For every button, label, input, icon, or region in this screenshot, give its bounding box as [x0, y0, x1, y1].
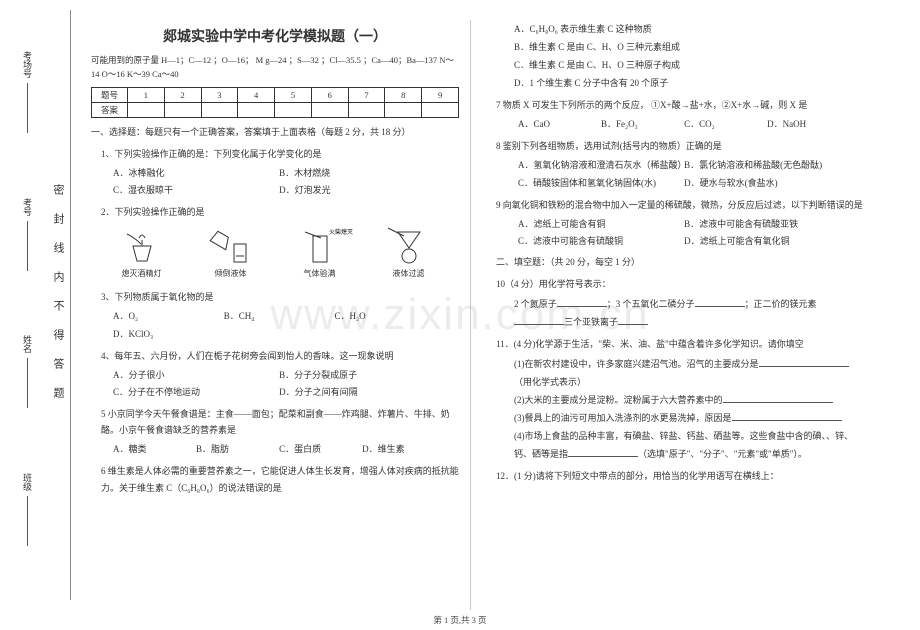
column-divider: [470, 20, 471, 610]
q10-stem: 10（4 分）用化学符号表示：: [496, 276, 864, 292]
q4-opt-c: C．分子在不停地运动: [113, 384, 279, 401]
atomic-masses: 可能用到的原子量 H—1；C—12 ；O—16； M g—24 ；S—32 ；C…: [91, 54, 459, 81]
section-one-heading: 一、选择题：每题只有一个正确答案，答案填于上面表格（每题 2 分，共 18 分）: [91, 126, 459, 140]
q2-fig-a: 熄灭酒精灯: [102, 226, 182, 284]
q6-opt-a: A．C₆H₈O₆ 表示维生素 C 这种物质: [514, 20, 864, 38]
q5-opt-a: A．糖类: [113, 441, 196, 458]
q7-opt-c: C．CO₂: [684, 116, 767, 133]
answer-grid-blank: 答案: [92, 103, 459, 118]
q11-sub1: (1)在新农村建设中，许多家庭兴建沼气池。沼气的主要成分是（用化学式表示）: [514, 355, 864, 391]
side-label-name: 姓名: [21, 335, 34, 411]
q1-opt-d: D．灯泡发光: [279, 182, 445, 199]
q4-opt-a: A．分子很小: [113, 367, 279, 384]
q3-stem: 3、下列物质属于氧化物的是: [101, 289, 459, 305]
column-left: 郯城实验中学中考化学模拟题（一） 可能用到的原子量 H—1；C—12 ；O—16…: [85, 20, 465, 595]
q9-opt-b: B．滤液中可能含有硫酸亚铁: [684, 216, 850, 233]
q1-opt-a: A．冰棒融化: [113, 165, 279, 182]
q11-sub4: (4)市场上食盐的品种丰富，有碘盐、锌盐、钙盐、硒盐等。这些食盐中含的碘、、锌、…: [514, 427, 864, 463]
q5-opt-b: B．脂肪: [196, 441, 279, 458]
q5-opts: A．糖类 B．脂肪 C．蛋白质 D．维生素: [113, 441, 459, 458]
q8-opts: A．氢氧化钠溶液和澄清石灰水（稀盐酸） B．氯化钠溶液和稀盐酸(无色酚酞) C．…: [518, 157, 864, 191]
pour-liquid-icon: [196, 226, 266, 266]
q1-opt-c: C．湿衣服晾干: [113, 182, 279, 199]
q11-stem: 11．(4 分)化学源于生活，"柴、米、油、盐"中蕴含着许多化学知识。请你填空: [496, 336, 864, 352]
q8-opt-d: D．硬水与软水(食盐水): [684, 175, 850, 192]
q2-figures: 熄灭酒精灯 倾倒液体 火柴熄灭 气体验满 液体过滤: [97, 226, 453, 284]
column-right: A．C₆H₈O₆ 表示维生素 C 这种物质 B．维生素 C 是由 C、H、O 三…: [490, 20, 870, 595]
q1-opt-b: B．木材燃烧: [279, 165, 445, 182]
q7-opt-b: B．Fe₂O₃: [601, 116, 684, 133]
answer-grid-head: 题号 123 456 789: [92, 88, 459, 103]
q8-opt-a: A．氢氧化钠溶液和澄清石灰水（稀盐酸）: [518, 157, 684, 174]
filter-icon: [374, 226, 444, 266]
q3-opt-a: A．O₂: [113, 308, 224, 325]
q6-stem: 6 维生素是人体必需的重要营养素之一，它能促进人体生长发育，增强人体对疾病的抵抗…: [101, 463, 459, 495]
q9-opt-d: D．滤纸上可能含有氧化铜: [684, 233, 850, 250]
q4-opt-b: B．分子分裂成原子: [279, 367, 445, 384]
q7-stem: 7 物质 X 可发生下列所示的两个反应， ①X+酸→盐+水，②X+水→碱，则 X…: [496, 97, 864, 113]
q1-opts: A．冰棒融化 B．木材燃烧 C．湿衣服晾干 D．灯泡发光: [113, 165, 459, 199]
q9-opt-c: C．滤液中可能含有硫酸铜: [518, 233, 684, 250]
q9-stem: 9 向氧化铜和铁粉的混合物中加入一定量的稀硫酸，微热，分反应后过滤，以下判断错误…: [496, 197, 864, 213]
q7-opt-d: D．NaOH: [767, 116, 850, 133]
margin-rule: [70, 10, 71, 600]
q3-opt-b: B．CH₄: [224, 308, 335, 325]
alcohol-lamp-icon: [107, 226, 177, 266]
side-label-group: 考场号 考号 姓名 班级: [10, 20, 45, 580]
q7-opts: A．CaO B．Fe₂O₃ C．CO₂ D．NaOH: [518, 116, 864, 133]
q5-stem: 5 小京同学今天午餐食谱是：主食——面包；配菜和副食——炸鸡腿、炸薯片、牛排、奶…: [101, 406, 459, 438]
q1-stem: 1、下列实验操作正确的是：下列变化属于化学变化的是: [101, 146, 459, 162]
section-two-heading: 二、填空题：（共 20 分，每空 1 分）: [496, 256, 864, 270]
q2-fig-b: 倾倒液体: [191, 226, 271, 284]
q9-opt-a: A．滤纸上可能含有铜: [518, 216, 684, 233]
q8-opt-b: B．氯化钠溶液和稀盐酸(无色酚酞): [684, 157, 850, 174]
q4-opts: A．分子很小 B．分子分裂成原子 C．分子在不停地运动 D．分子之间有间隔: [113, 367, 459, 401]
q7-opt-a: A．CaO: [518, 116, 601, 133]
q11-sub3: (3)餐具上的油污可用加入洗涤剂的水更易洗掉，原因是: [514, 409, 864, 427]
q2-fig-d: 液体过滤: [369, 226, 449, 284]
q3-opt-d: D．KClO₃: [113, 326, 445, 343]
exam-title: 郯城实验中学中考化学模拟题（一）: [91, 26, 459, 46]
seal-line-text: 密封线内不得答题: [48, 10, 68, 590]
gas-full-icon: 火柴熄灭: [285, 226, 355, 266]
q4-opt-d: D．分子之间有间隔: [279, 384, 445, 401]
q11-sub2: (2)大米的主要成分是淀粉。淀粉属于六大营养素中的: [514, 391, 864, 409]
q2-stem: 2．下列实验操作正确的是: [101, 204, 459, 220]
q5-opt-c: C．蛋白质: [279, 441, 362, 458]
page-footer: 第 1 页,共 3 页: [0, 614, 920, 626]
q6-opt-c: C．维生素 C 是由 C、H、O 三种原子构成: [514, 56, 864, 74]
q9-opts: A．滤纸上可能含有铜 B．滤液中可能含有硫酸亚铁 C．滤液中可能含有硫酸铜 D．…: [518, 216, 864, 250]
q3-opt-c: C．H₂O: [334, 308, 445, 325]
q8-stem: 8 鉴别下列各组物质，选用试剂(括号内的物质）正确的是: [496, 138, 864, 154]
q8-opt-c: C．硝酸铵固体和氢氧化钠固体(水): [518, 175, 684, 192]
svg-text:火柴熄灭: 火柴熄灭: [329, 228, 353, 236]
q6-opt-d: D．1 个维生素 C 分子中含有 20 个原子: [514, 74, 864, 92]
q12-stem: 12．(1 分)请将下列短文中带点的部分，用恰当的化学用语写在横线上：: [496, 468, 864, 484]
answer-grid: 题号 123 456 789 答案: [91, 87, 459, 118]
q10-line: 2 个氮原子；3 个五氧化二磷分子；正二价的镁元素三个亚铁离子: [514, 295, 864, 331]
q4-stem: 4、每年五、六月份，人们在栀子花树旁会闻到怡人的香味。这一现象说明: [101, 348, 459, 364]
q6-opt-b: B．维生素 C 是由 C、H、O 三种元素组成: [514, 38, 864, 56]
side-label-exam-id: 考号: [21, 198, 34, 274]
q2-fig-c: 火柴熄灭 气体验满: [280, 226, 360, 284]
side-label-class: 班级: [21, 473, 34, 549]
side-label-exam-room: 考场号: [21, 51, 34, 136]
q3-opts: A．O₂ B．CH₄ C．H₂O D．KClO₃: [113, 308, 459, 342]
q5-opt-d: D．维生素: [362, 441, 445, 458]
